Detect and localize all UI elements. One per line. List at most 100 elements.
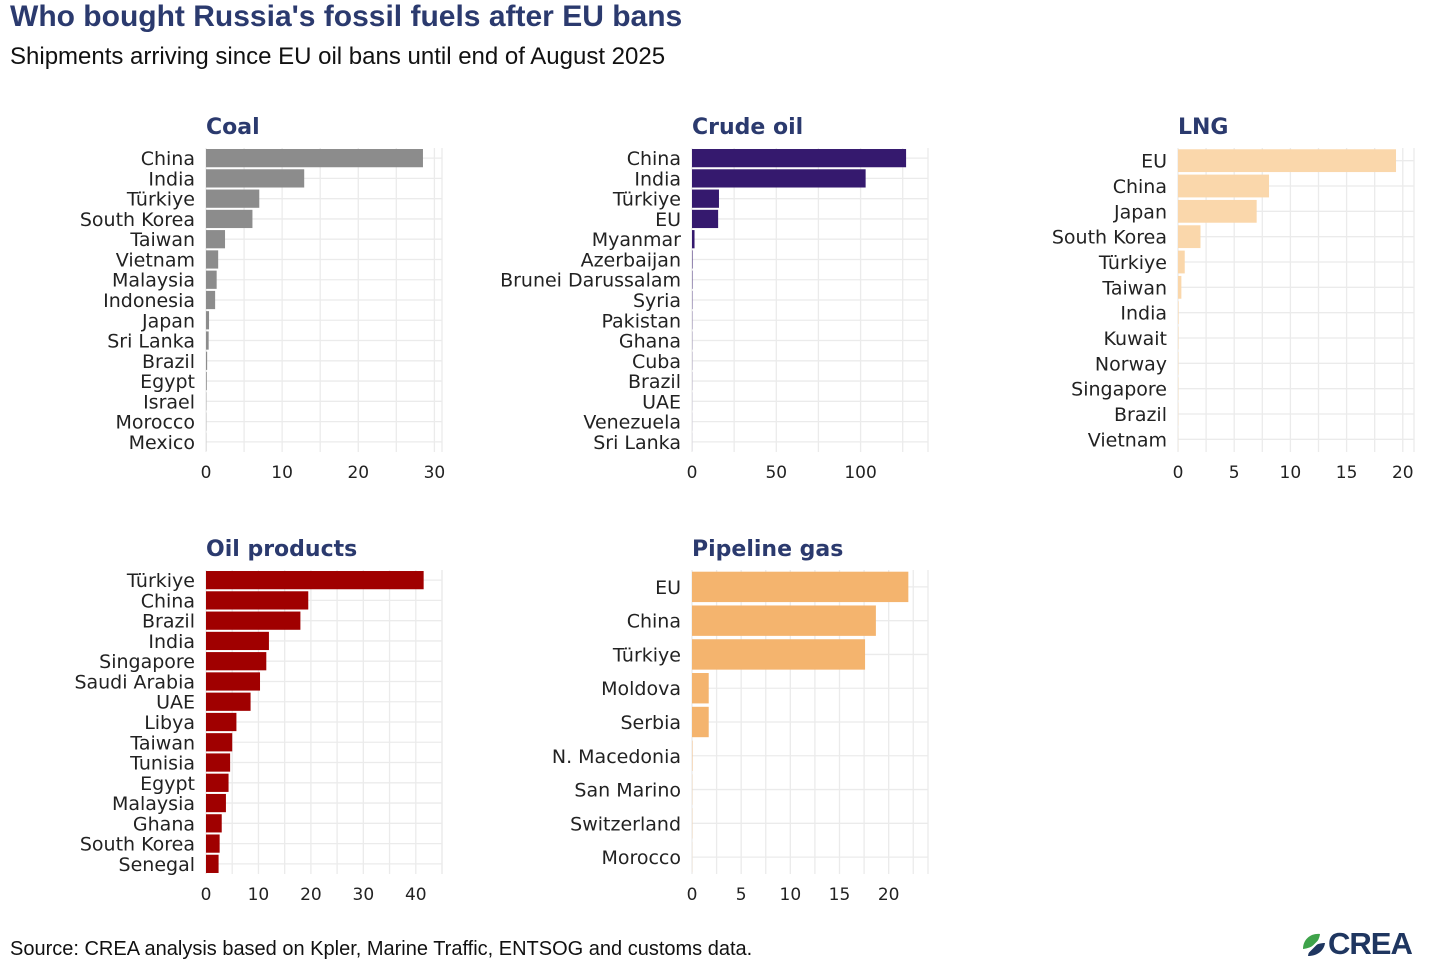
x-tick-label: 30 xyxy=(353,885,375,905)
bar-lng xyxy=(1178,199,1257,223)
category-label: India xyxy=(634,168,681,190)
logo-text: CREA xyxy=(1328,926,1413,961)
bar-oil-products xyxy=(206,611,301,630)
bar-pipeline-gas xyxy=(692,605,876,636)
panel-crude-oil: Crude oil ChinaIndiaTürkiyeEUMyanmarAzerb… xyxy=(500,115,929,483)
category-label: UAE xyxy=(156,692,195,714)
panel-title-pipeline-gas: Pipeline gas xyxy=(692,537,843,562)
category-label: Sri Lanka xyxy=(593,432,681,454)
bar-lng xyxy=(1178,301,1179,325)
bar-pipeline-gas xyxy=(692,706,709,738)
category-label: Malaysia xyxy=(112,793,195,815)
bar-oil-products xyxy=(206,652,267,671)
category-label: Saudi Arabia xyxy=(74,671,195,693)
bar-oil-products xyxy=(206,733,233,752)
x-tick-label: 15 xyxy=(1336,463,1358,483)
category-label: Senegal xyxy=(119,854,195,876)
bar-crude-oil xyxy=(692,230,695,249)
panel-pipeline-gas: Pipeline gas EU China Türkiye Moldova Serbia N… xyxy=(552,537,929,905)
bar-oil-products xyxy=(206,793,226,813)
x-tick-label: 20 xyxy=(347,463,369,483)
bar-coal xyxy=(206,169,305,188)
category-label: Vietnam xyxy=(1088,429,1167,451)
panel-title-lng: LNG xyxy=(1178,115,1229,140)
bar-coal xyxy=(206,371,207,391)
bar-lng xyxy=(1178,250,1185,274)
panel-title-coal: Coal xyxy=(206,115,260,140)
bar-coal xyxy=(206,290,216,310)
x-tick-label: 20 xyxy=(878,885,900,905)
category-label: Vietnam xyxy=(116,249,195,271)
category-label: Morocco xyxy=(115,412,195,434)
bar-coal xyxy=(206,149,423,168)
category-label: China xyxy=(141,590,195,612)
category-label: Sri Lanka xyxy=(107,331,195,353)
bar-coal xyxy=(206,189,260,208)
chart-subtitle: Shipments arriving since EU oil bans unt… xyxy=(10,43,666,70)
category-label: Cuba xyxy=(632,351,681,373)
category-label: Morocco xyxy=(601,847,681,869)
source-note: Source: CREA analysis based on Kpler, Ma… xyxy=(10,938,753,960)
bar-coal xyxy=(206,209,253,229)
category-label: Brazil xyxy=(142,611,195,633)
x-tick-label: 5 xyxy=(736,885,747,905)
category-label: Azerbaijan xyxy=(581,249,681,271)
category-label: Singapore xyxy=(99,651,195,673)
bar-coal xyxy=(206,230,226,249)
x-tick-label: 20 xyxy=(1392,463,1414,483)
x-tick-label: 0 xyxy=(687,885,698,905)
category-label: South Korea xyxy=(80,834,195,856)
x-tick-label: 15 xyxy=(829,885,851,905)
category-label: Türkiye xyxy=(1098,252,1167,274)
category-label: San Marino xyxy=(574,780,681,802)
category-label: Malaysia xyxy=(112,270,195,292)
category-label: Brunei Darussalam xyxy=(500,270,681,292)
category-label: China xyxy=(141,148,195,170)
category-label: Taiwan xyxy=(129,732,195,754)
category-label: Kuwait xyxy=(1104,328,1167,350)
category-label: India xyxy=(148,631,195,653)
category-label: Ghana xyxy=(133,813,195,835)
bar-oil-products xyxy=(206,814,222,833)
category-label: Brazil xyxy=(628,371,681,393)
category-label: Libya xyxy=(144,712,195,734)
category-label: South Korea xyxy=(1052,227,1167,249)
category-label: Moldova xyxy=(601,678,681,700)
category-label: Ghana xyxy=(619,331,681,353)
category-label: India xyxy=(148,168,195,190)
crea-logo: CREA xyxy=(1300,924,1413,964)
bar-oil-products xyxy=(206,631,269,651)
bar-lng xyxy=(1178,149,1397,173)
category-label: Taiwan xyxy=(129,229,195,251)
category-label: China xyxy=(627,611,681,633)
category-label: Taiwan xyxy=(1101,277,1167,299)
bar-crude-oil xyxy=(692,209,719,229)
category-label: EU xyxy=(655,209,681,231)
category-label: Serbia xyxy=(620,712,681,734)
x-tick-label: 10 xyxy=(1280,463,1302,483)
x-tick-label: 0 xyxy=(201,885,212,905)
x-tick-label: 5 xyxy=(1229,463,1240,483)
category-label: Switzerland xyxy=(570,813,681,835)
bar-lng xyxy=(1178,225,1201,249)
category-label: Türkiye xyxy=(126,189,195,211)
bar-lng xyxy=(1178,275,1182,299)
bar-oil-products xyxy=(206,773,229,792)
x-tick-label: 50 xyxy=(765,463,787,483)
bar-oil-products xyxy=(206,753,231,772)
category-label: Türkiye xyxy=(612,189,681,211)
bar-coal xyxy=(206,331,209,350)
bar-coal xyxy=(206,250,219,269)
category-label: Israel xyxy=(143,391,195,413)
category-label: EU xyxy=(1141,151,1167,173)
x-tick-label: 40 xyxy=(405,885,427,905)
bar-crude-oil xyxy=(692,169,866,188)
x-tick-label: 100 xyxy=(844,463,876,483)
bar-oil-products xyxy=(206,692,251,711)
category-label: Japan xyxy=(141,310,195,332)
bar-coal xyxy=(206,351,208,370)
bar-crude-oil xyxy=(692,189,719,208)
bar-oil-products xyxy=(206,712,237,732)
category-label: Norway xyxy=(1095,353,1167,375)
